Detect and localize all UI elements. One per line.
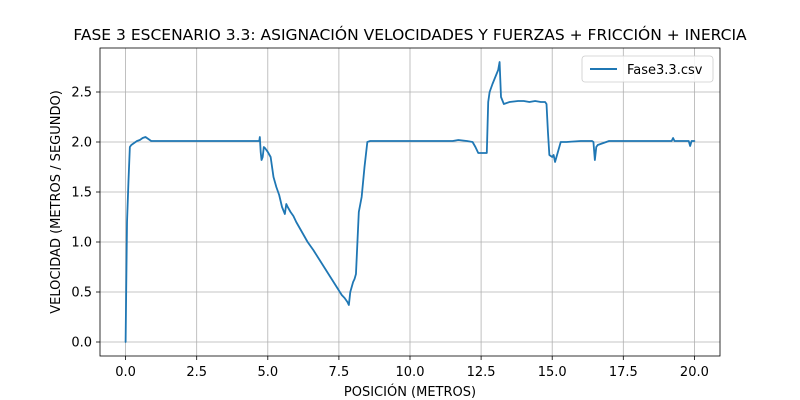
x-tick-label: 12.5 xyxy=(467,365,496,380)
x-tick-label: 7.5 xyxy=(329,365,350,380)
series-line xyxy=(124,61,696,343)
chart-title: FASE 3 ESCENARIO 3.3: ASIGNACIÓN VELOCID… xyxy=(73,25,747,44)
y-axis-label: VELOCIDAD (METROS / SEGUNDO) xyxy=(49,90,64,314)
x-tick-label: 20.0 xyxy=(680,365,709,380)
series-layer xyxy=(124,61,696,343)
grid-lines xyxy=(100,48,720,356)
y-tick-label: 1.5 xyxy=(71,186,92,201)
x-tick-label: 2.5 xyxy=(186,365,207,380)
x-tick-label: 15.0 xyxy=(538,365,567,380)
legend-box xyxy=(581,55,714,83)
x-tick-label: 0.0 xyxy=(115,365,136,380)
x-tick-label: 17.5 xyxy=(609,365,638,380)
y-axis-ticks: 0.0 0.5 1.0 1.5 2.0 2.5 xyxy=(71,86,100,351)
legend: Fase3.3.csv xyxy=(581,55,714,83)
y-tick-label: 0.5 xyxy=(71,286,92,301)
y-tick-label: 2.0 xyxy=(71,136,92,151)
x-axis-label: POSICIÓN (METROS) xyxy=(344,384,476,400)
y-tick-label: 1.0 xyxy=(71,236,92,251)
x-axis-ticks: 0.0 2.5 5.0 7.5 10.0 12.5 15.0 17.5 20.0 xyxy=(115,356,709,380)
x-tick-label: 5.0 xyxy=(257,365,278,380)
legend-entry: Fase3.3.csv xyxy=(627,63,703,78)
x-tick-label: 10.0 xyxy=(396,365,425,380)
y-tick-label: 2.5 xyxy=(71,86,92,101)
y-tick-label: 0.0 xyxy=(71,336,92,351)
